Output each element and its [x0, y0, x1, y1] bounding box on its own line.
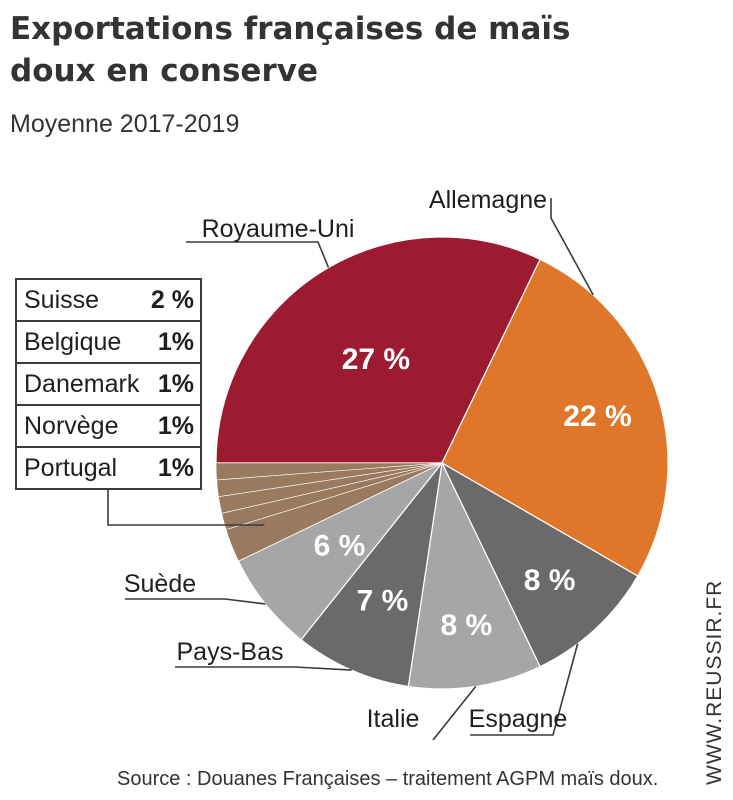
country-share: 1% — [143, 404, 203, 448]
slice-name-label: Royaume-Uni — [202, 215, 355, 243]
leader-line — [186, 241, 330, 268]
slice-value-label: 22 % — [563, 400, 631, 433]
slice-name-label: Espagne — [469, 705, 568, 733]
slice-royaume-uni — [215, 236, 541, 464]
table-row: Danemark 1% — [15, 362, 203, 406]
table-row: Suisse 2 % — [15, 278, 203, 322]
slice-suede — [237, 462, 443, 641]
slice-name-labels: Royaume-Uni Allemagne Espagne Italie Pays-Ba… — [124, 186, 568, 733]
leader-line — [432, 686, 477, 741]
country-share: 1% — [143, 320, 203, 364]
country-share: 1% — [143, 446, 203, 490]
country-name: Portugal — [15, 446, 144, 490]
leader-line — [125, 598, 266, 605]
country-share: 2 % — [143, 278, 203, 322]
chart-subtitle: Moyenne 2017-2019 — [10, 110, 240, 138]
slice-name-label: Pays-Bas — [177, 638, 284, 666]
leader-lines — [107, 198, 594, 741]
slice-value-label: 6 % — [314, 530, 366, 563]
table-row: Belgique 1% — [15, 320, 203, 364]
table-row: Portugal 1% — [15, 446, 203, 490]
slice-name-label: Suède — [124, 570, 196, 598]
slice-pays-bas — [300, 460, 443, 688]
country-share: 1% — [143, 362, 203, 406]
slice-value-label: 8 % — [524, 564, 576, 597]
slice-allemagne — [441, 258, 669, 577]
slice-espagne — [440, 461, 639, 668]
chart-title: Exportations françaises de maïs doux en … — [10, 11, 571, 89]
country-name: Norvège — [15, 404, 144, 448]
table-leader-line — [107, 488, 265, 526]
slice-name-label: Italie — [367, 705, 420, 733]
slice-value-label: 27 % — [342, 343, 410, 376]
country-name: Suisse — [15, 278, 144, 322]
slice-italie — [407, 460, 541, 690]
slice-portugal — [215, 462, 443, 481]
slice-value-label: 8 % — [440, 609, 492, 642]
slice-name-label: Allemagne — [429, 186, 547, 214]
country-name: Danemark — [15, 362, 144, 406]
watermark: WWW.REUSSIR.FR — [703, 579, 726, 785]
small-slices-table: Suisse 2 % Belgique 1% Danemark 1% Norvè… — [15, 278, 203, 490]
leader-line — [175, 666, 352, 671]
country-name: Belgique — [15, 320, 144, 364]
leader-line — [470, 643, 579, 736]
pie-slices — [215, 236, 669, 690]
slice-value-labels: 27 % 22 % 8 % 8 % 7 % 6 % — [314, 343, 632, 642]
source-note: Source : Douanes Françaises – traitement… — [117, 768, 659, 790]
slice-value-label: 7 % — [357, 585, 409, 618]
leader-line — [550, 198, 594, 296]
table-row: Norvège 1% — [15, 404, 203, 448]
